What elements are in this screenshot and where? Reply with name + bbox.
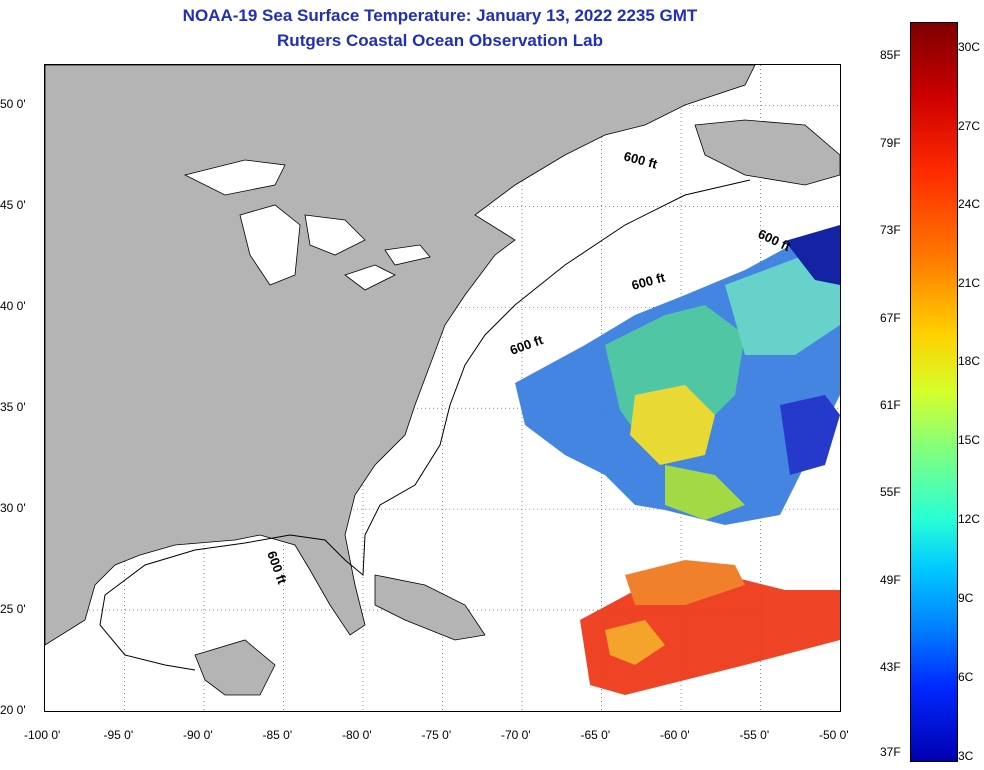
celsius-label: 3C bbox=[958, 749, 974, 763]
fahrenheit-label: 73F bbox=[880, 223, 901, 237]
longitude-tick-label: -75 0' bbox=[421, 728, 452, 742]
latitude-tick-label: 50 0' bbox=[0, 97, 26, 112]
map-title: NOAA-19 Sea Surface Temperature: January… bbox=[182, 6, 698, 25]
celsius-label: 6C bbox=[958, 670, 974, 684]
celsius-label: 30C bbox=[958, 40, 981, 54]
longitude-tick-label: -80 0' bbox=[342, 728, 372, 742]
longitude-tick-label: -55 0' bbox=[739, 728, 770, 742]
longitude-tick-label: -65 0' bbox=[580, 728, 611, 742]
fahrenheit-label: 37F bbox=[880, 745, 901, 759]
map-canvas: 600 ft 600 ft 600 ft 600 ft 600 ft bbox=[45, 65, 840, 711]
latitude-tick-label: 35 0' bbox=[0, 400, 26, 415]
latitude-tick-label: 25 0' bbox=[0, 602, 26, 617]
celsius-label: 27C bbox=[958, 119, 981, 133]
celsius-label: 21C bbox=[958, 276, 981, 290]
celsius-label: 9C bbox=[958, 591, 974, 605]
temperature-colorbar bbox=[910, 22, 958, 762]
contour-label: 600 ft bbox=[622, 148, 659, 171]
sst-swath-south bbox=[580, 560, 840, 695]
celsius-label: 24C bbox=[958, 197, 981, 211]
celsius-label: 18C bbox=[958, 354, 981, 368]
celsius-label: 12C bbox=[958, 512, 981, 526]
contour-label: 600 ft bbox=[264, 549, 290, 587]
latitude-tick-label: 20 0' bbox=[0, 703, 26, 717]
fahrenheit-label: 61F bbox=[880, 398, 901, 412]
map-subtitle: Rutgers Coastal Ocean Observation Lab bbox=[277, 31, 603, 50]
contour-label: 600 ft bbox=[756, 226, 794, 254]
depth-contour-600ft bbox=[99, 179, 751, 671]
fahrenheit-label: 43F bbox=[880, 660, 901, 674]
fahrenheit-label: 85F bbox=[880, 48, 901, 62]
longitude-tick-label: -90 0' bbox=[183, 728, 213, 742]
longitude-tick-label: -95 0' bbox=[103, 728, 134, 742]
fahrenheit-label: 55F bbox=[880, 485, 901, 499]
fahrenheit-label: 49F bbox=[880, 573, 901, 587]
land-masses bbox=[45, 65, 840, 696]
longitude-tick-label: -70 0' bbox=[501, 728, 531, 742]
longitude-tick-label: -100 0' bbox=[24, 728, 61, 742]
great-lakes bbox=[183, 159, 431, 291]
longitude-tick-label: -85 0' bbox=[262, 728, 293, 742]
longitude-tick-label: -50 0' bbox=[819, 728, 849, 742]
sst-map: 600 ft 600 ft 600 ft 600 ft 600 ft bbox=[44, 64, 841, 712]
latitude-tick-label: 40 0' bbox=[0, 299, 26, 314]
longitude-tick-label: -60 0' bbox=[660, 728, 690, 742]
fahrenheit-label: 79F bbox=[880, 136, 901, 150]
sst-swath-north bbox=[515, 225, 840, 525]
latitude-tick-label: 30 0' bbox=[0, 501, 26, 516]
celsius-label: 15C bbox=[958, 433, 981, 447]
fahrenheit-label: 67F bbox=[880, 311, 901, 325]
latitude-tick-label: 45 0' bbox=[0, 198, 26, 213]
contour-label: 600 ft bbox=[508, 332, 546, 358]
contour-label: 600 ft bbox=[630, 269, 667, 292]
